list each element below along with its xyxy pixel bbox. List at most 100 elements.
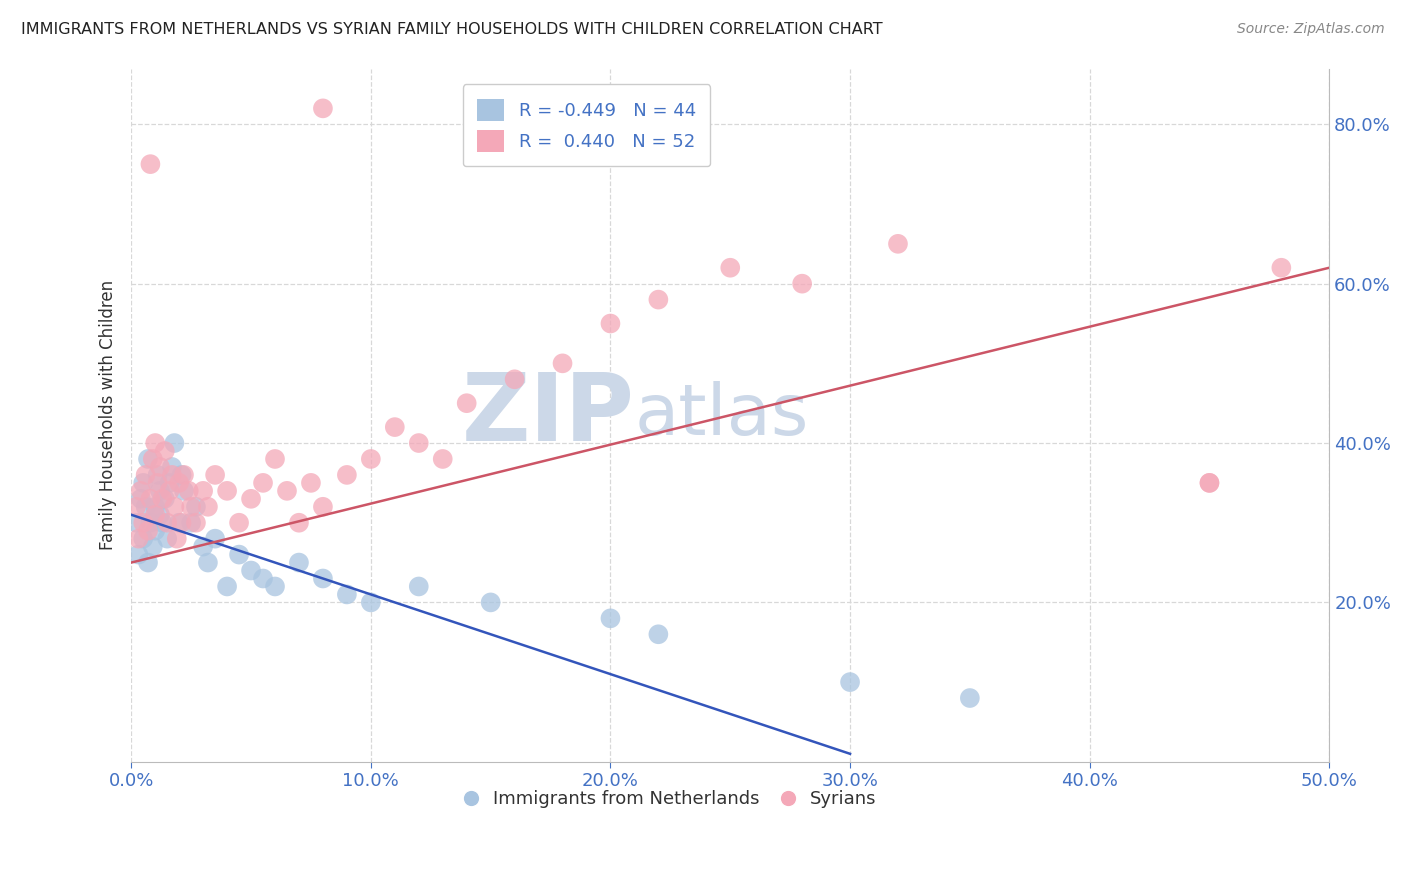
Point — [170, 467, 193, 482]
Point — [599, 611, 621, 625]
Point — [152, 516, 174, 530]
Point — [143, 436, 166, 450]
Point — [312, 572, 335, 586]
Point — [153, 444, 176, 458]
Point — [1198, 475, 1220, 490]
Point — [143, 508, 166, 522]
Point — [136, 452, 159, 467]
Point — [408, 436, 430, 450]
Point — [384, 420, 406, 434]
Point — [228, 516, 250, 530]
Point — [129, 491, 152, 506]
Point — [252, 572, 274, 586]
Point — [143, 524, 166, 538]
Point — [153, 491, 176, 506]
Point — [127, 548, 149, 562]
Point — [1270, 260, 1292, 275]
Point — [156, 516, 179, 530]
Point — [718, 260, 741, 275]
Point — [191, 540, 214, 554]
Point — [135, 467, 157, 482]
Text: ZIP: ZIP — [461, 369, 634, 461]
Point — [125, 516, 148, 530]
Point — [139, 516, 162, 530]
Point — [163, 500, 186, 514]
Point — [139, 491, 162, 506]
Point — [276, 483, 298, 498]
Point — [264, 579, 287, 593]
Point — [146, 475, 169, 490]
Point — [167, 475, 190, 490]
Point — [288, 556, 311, 570]
Point — [360, 595, 382, 609]
Point — [156, 532, 179, 546]
Point — [149, 459, 172, 474]
Point — [217, 579, 239, 593]
Legend: Immigrants from Netherlands, Syrians: Immigrants from Netherlands, Syrians — [457, 782, 884, 815]
Point — [173, 467, 195, 482]
Point — [792, 277, 814, 291]
Point — [264, 452, 287, 467]
Point — [217, 483, 239, 498]
Point — [336, 467, 359, 482]
Point — [170, 516, 193, 530]
Point — [228, 548, 250, 562]
Point — [197, 500, 219, 514]
Point — [135, 500, 157, 514]
Point — [360, 452, 382, 467]
Point — [132, 516, 155, 530]
Point — [136, 524, 159, 538]
Point — [432, 452, 454, 467]
Text: IMMIGRANTS FROM NETHERLANDS VS SYRIAN FAMILY HOUSEHOLDS WITH CHILDREN CORRELATIO: IMMIGRANTS FROM NETHERLANDS VS SYRIAN FA… — [21, 22, 883, 37]
Point — [551, 356, 574, 370]
Point — [132, 475, 155, 490]
Point — [142, 540, 165, 554]
Point — [240, 491, 263, 506]
Point — [136, 556, 159, 570]
Point — [127, 532, 149, 546]
Point — [125, 500, 148, 514]
Point — [959, 691, 981, 706]
Point — [456, 396, 478, 410]
Point — [167, 516, 190, 530]
Point — [180, 500, 202, 514]
Point — [204, 532, 226, 546]
Point — [146, 467, 169, 482]
Point — [149, 483, 172, 498]
Point — [160, 459, 183, 474]
Point — [129, 483, 152, 498]
Point — [299, 475, 322, 490]
Point — [191, 483, 214, 498]
Point — [159, 475, 181, 490]
Point — [173, 483, 195, 498]
Point — [887, 236, 910, 251]
Point — [1198, 475, 1220, 490]
Point — [143, 500, 166, 514]
Point — [159, 483, 181, 498]
Point — [312, 500, 335, 514]
Point — [132, 532, 155, 546]
Point — [252, 475, 274, 490]
Point — [503, 372, 526, 386]
Point — [647, 627, 669, 641]
Point — [204, 467, 226, 482]
Point — [177, 483, 200, 498]
Point — [163, 436, 186, 450]
Point — [408, 579, 430, 593]
Text: atlas: atlas — [634, 381, 808, 450]
Point — [184, 500, 207, 514]
Point — [839, 675, 862, 690]
Point — [166, 532, 188, 546]
Point — [142, 452, 165, 467]
Point — [647, 293, 669, 307]
Text: Source: ZipAtlas.com: Source: ZipAtlas.com — [1237, 22, 1385, 37]
Point — [479, 595, 502, 609]
Point — [184, 516, 207, 530]
Point — [139, 157, 162, 171]
Point — [288, 516, 311, 530]
Point — [152, 491, 174, 506]
Point — [240, 564, 263, 578]
Point — [599, 317, 621, 331]
Point — [312, 101, 335, 115]
Point — [197, 556, 219, 570]
